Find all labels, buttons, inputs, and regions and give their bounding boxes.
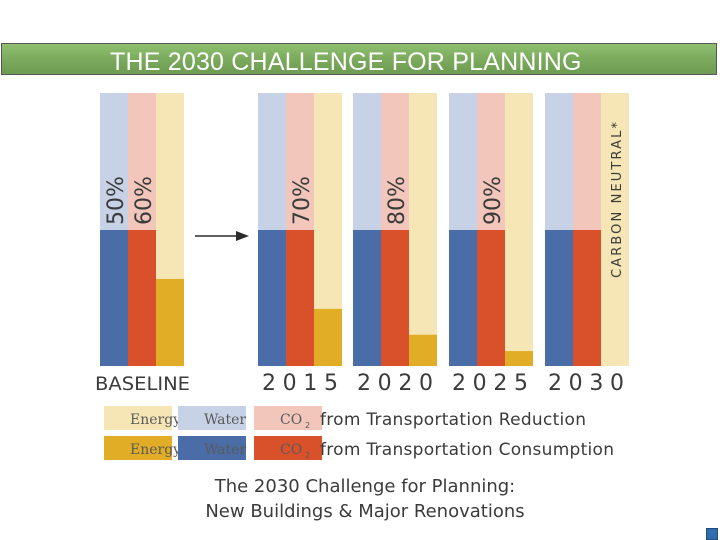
legend-label-1-2: CO xyxy=(280,442,302,458)
bar-co2-reduction-2 xyxy=(381,93,409,230)
bar-co2-reduction-1 xyxy=(286,93,314,230)
legend-text-1: from Transportation Consumption xyxy=(320,440,614,460)
bar-label-2: 70% xyxy=(290,176,315,225)
legend-label-1-1: Water xyxy=(204,442,246,458)
chart-caption-line1: The 2030 Challenge for Planning: xyxy=(214,476,516,497)
legend-label-1-0: Energy xyxy=(130,442,181,458)
legend-label-0-2: CO xyxy=(280,412,302,428)
legend-sub-1: 2 xyxy=(305,451,310,460)
bar-energy-reduction-3 xyxy=(505,93,533,230)
bar-energy-consumption-0 xyxy=(156,278,184,366)
bar-water-reduction-4 xyxy=(545,93,573,230)
legend-swatch-0-2 xyxy=(254,406,322,430)
bar-energy-consumption-2 xyxy=(409,334,437,366)
bar-co2-consumption-1 xyxy=(286,230,314,366)
bar-co2-reduction-0 xyxy=(128,93,156,230)
bar-label-1: 60% xyxy=(132,176,157,225)
legend-label-0-1: Water xyxy=(204,412,246,428)
bar-water-consumption-2 xyxy=(353,230,381,366)
bar-energy-consumption-1 xyxy=(314,308,342,366)
bar-energy-reduction-lower-4 xyxy=(601,230,629,366)
slide-nav-button[interactable] xyxy=(706,528,718,540)
bar-co2-consumption-2 xyxy=(381,230,409,366)
bar-energy-consumption-3 xyxy=(505,351,533,366)
legend-text-0: from Transportation Reduction xyxy=(320,410,586,430)
legend-swatch-1-0 xyxy=(104,436,172,460)
legend-swatch-1-1 xyxy=(178,436,246,460)
bar-energy-reduction-4 xyxy=(601,93,629,230)
bar-energy-reduction-0 xyxy=(156,93,184,230)
bar-label-4: 90% xyxy=(481,176,506,225)
bar-energy-reduction-1 xyxy=(314,93,342,230)
bar-water-consumption-3 xyxy=(449,230,477,366)
bar-water-reduction-2 xyxy=(353,93,381,230)
chart-caption-line2: New Buildings & Major Renovations xyxy=(205,501,525,522)
bar-energy-reduction-2 xyxy=(409,93,437,230)
legend-swatch-0-1 xyxy=(178,406,246,430)
bar-water-reduction-0 xyxy=(100,93,128,230)
bar-co2-consumption-4 xyxy=(573,230,601,366)
bar-water-consumption-1 xyxy=(258,230,286,366)
legend-swatch-1-2 xyxy=(254,436,322,460)
bar-label-5: CARBON NEUTRAL* xyxy=(610,122,625,279)
bar-energy-reduction-lower-3 xyxy=(505,230,533,366)
bar-water-consumption-0 xyxy=(100,230,128,366)
slide-title: THE 2030 CHALLENGE FOR PLANNING xyxy=(110,48,582,76)
year-label-4: 2 0 3 0 xyxy=(548,371,624,396)
year-label-3: 2 0 2 5 xyxy=(452,371,528,396)
bar-co2-reduction-4 xyxy=(573,93,601,230)
bar-co2-reduction-3 xyxy=(477,93,505,230)
year-label-1: 2 0 1 5 xyxy=(262,371,338,396)
year-label-0: BASELINE xyxy=(95,373,190,395)
legend-sub-0: 2 xyxy=(305,421,310,430)
year-label-2: 2 0 2 0 xyxy=(357,371,433,396)
bar-label-3: 80% xyxy=(385,176,410,225)
bar-co2-consumption-3 xyxy=(477,230,505,366)
title-bar xyxy=(1,43,717,75)
legend-swatch-0-0 xyxy=(104,406,172,430)
bar-water-reduction-1 xyxy=(258,93,286,230)
arrow-head xyxy=(236,231,249,241)
legend-label-0-0: Energy xyxy=(130,412,181,428)
bar-water-reduction-3 xyxy=(449,93,477,230)
bar-water-consumption-4 xyxy=(545,230,573,366)
bar-label-0: 50% xyxy=(104,176,129,225)
bar-co2-consumption-0 xyxy=(128,230,156,366)
